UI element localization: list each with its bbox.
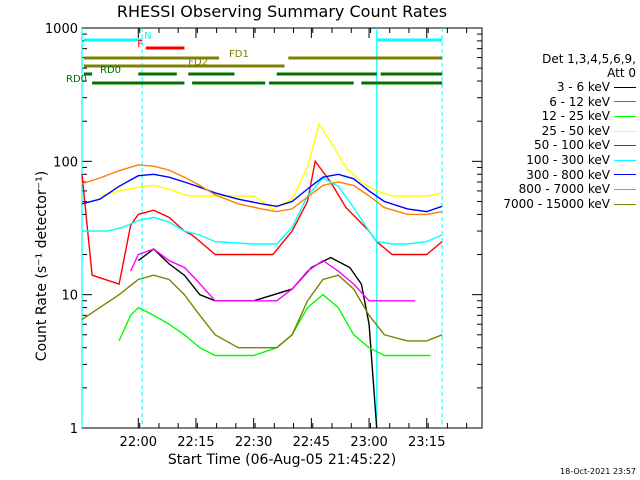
flag-label: F (137, 39, 143, 50)
detector-list: Det 1,3,4,5,6,9, (542, 52, 636, 66)
x-tick-label: 23:00 (350, 435, 387, 450)
legend-swatch (614, 86, 636, 88)
legend-swatch (614, 203, 636, 205)
x-tick-label: 23:15 (408, 435, 445, 450)
y-tick-label: 100 (53, 155, 78, 170)
series-line (99, 122, 443, 210)
legend: 3 - 6 keV 6 - 12 keV 12 - 25 keV 25 - 50 ke… (503, 80, 636, 211)
series-line (82, 177, 443, 245)
legend-entry: 3 - 6 keV (503, 80, 636, 95)
series-line (81, 173, 443, 213)
flag-label: RD0 (66, 74, 87, 85)
legend-entry: 300 - 800 keV (503, 168, 636, 183)
chart-title: RHESSI Observing Summary Count Rates (116, 2, 448, 21)
flag-label: FD2 (188, 57, 208, 68)
legend-label: 6 - 12 keV (549, 94, 610, 109)
legend-entry: 25 - 50 keV (503, 124, 636, 139)
series-line (81, 274, 443, 349)
series-line (137, 248, 378, 429)
y-tick-label: 1 (70, 422, 78, 437)
legend-label: 100 - 300 keV (526, 152, 610, 167)
legend-label: 25 - 50 keV (541, 123, 610, 138)
series-line (118, 293, 431, 357)
legend-entry: 800 - 7000 keV (503, 182, 636, 197)
flag-label: N (144, 31, 151, 42)
legend-label: 800 - 7000 keV (518, 182, 610, 197)
detector-info: Det 1,3,4,5,6,9, Att 0 (542, 52, 636, 80)
legend-label: 50 - 100 keV (533, 138, 610, 153)
y-tick-label: 1000 (45, 22, 78, 37)
x-tick-label: 22:15 (177, 435, 214, 450)
legend-label: 300 - 800 keV (526, 167, 610, 182)
legend-label: 12 - 25 keV (541, 109, 610, 124)
legend-entry: 100 - 300 keV (503, 153, 636, 168)
legend-swatch (614, 174, 636, 176)
x-axis-label: Start Time (06-Aug-05 21:45:22) (167, 452, 397, 468)
legend-entry: 6 - 12 keV (503, 95, 636, 110)
y-tick-label: 10 (61, 289, 78, 304)
legend-swatch (614, 159, 636, 161)
x-tick-label: 22:00 (120, 435, 157, 450)
series-line (81, 159, 443, 286)
y-axis-label: Count Rate (s⁻¹ detector⁻¹) (34, 170, 50, 362)
attenuator-state: Att 0 (607, 66, 636, 80)
legend-label: 3 - 6 keV (556, 80, 610, 94)
legend-swatch (614, 101, 636, 103)
legend-swatch (614, 145, 636, 147)
series-line (81, 164, 443, 216)
flag-label: FD1 (229, 49, 249, 60)
legend-swatch (614, 130, 636, 132)
flag-label: RD0 (100, 65, 121, 76)
x-tick-label: 22:30 (235, 435, 272, 450)
x-tick-label: 22:45 (293, 435, 330, 450)
legend-entry: 7000 - 15000 keV (503, 197, 636, 212)
legend-entry: 50 - 100 keV (503, 138, 636, 153)
legend-entry: 12 - 25 keV (503, 109, 636, 124)
series-line (129, 248, 416, 302)
timestamp: 18-Oct-2021 23:57 (560, 467, 636, 476)
legend-label: 7000 - 15000 keV (503, 196, 610, 211)
legend-swatch (614, 115, 636, 117)
legend-swatch (614, 188, 636, 190)
